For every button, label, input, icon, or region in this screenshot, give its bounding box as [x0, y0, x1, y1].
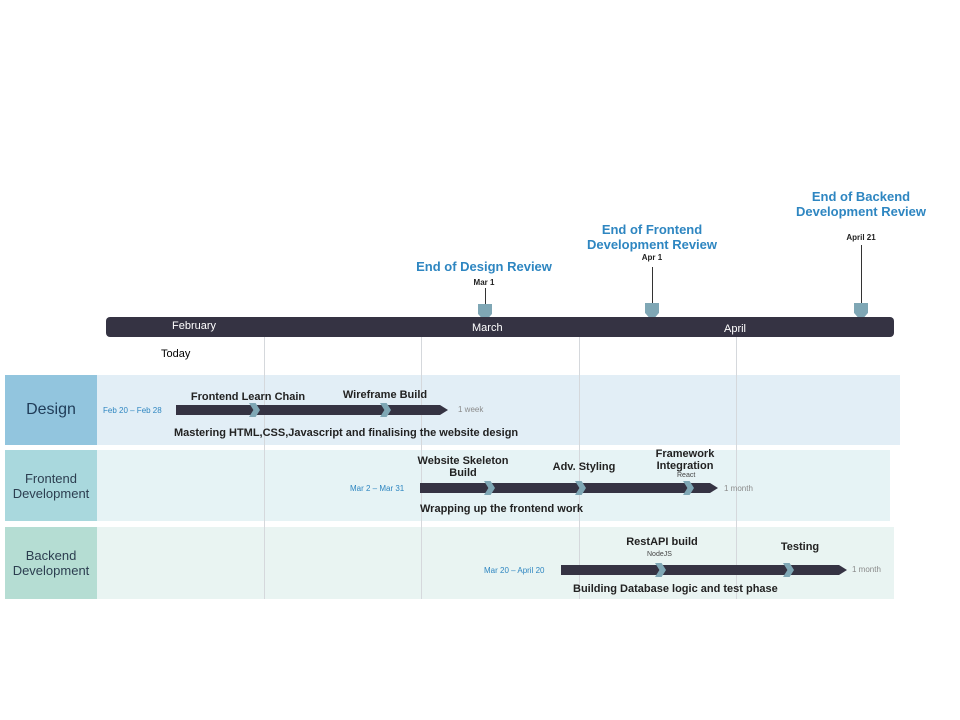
- milestone-title: End of Design Review: [416, 259, 552, 274]
- date-range: Mar 20 – April 20: [484, 566, 545, 575]
- row-description: Wrapping up the frontend work: [420, 503, 583, 515]
- task-label-line2: Integration: [656, 460, 714, 472]
- milestone-date: Apr 1: [641, 253, 663, 262]
- task-label-line1: Framework: [655, 448, 715, 460]
- chevron-marker-icon: [655, 563, 666, 577]
- task-label: RestAPI build: [626, 536, 698, 548]
- task-label-line1: Website Skeleton: [417, 455, 509, 467]
- milestone-title: End of Backend Development Review: [781, 189, 941, 219]
- duration-label: 1 month: [724, 484, 753, 493]
- row-background: [5, 527, 894, 599]
- chevron-marker-icon: [575, 481, 586, 495]
- milestone-title: End of Frontend Development Review: [572, 222, 732, 252]
- task-sublabel: NodeJS: [647, 551, 672, 558]
- row-label-line1: Backend: [25, 548, 77, 563]
- duration-label: 1 month: [852, 565, 881, 574]
- date-range: Feb 20 – Feb 28: [103, 406, 162, 415]
- task-label: Testing: [780, 541, 820, 553]
- row-description: Mastering HTML,CSS,Javascript and finali…: [174, 427, 519, 439]
- grid-line: [264, 337, 265, 599]
- milestone-title-line1: End of Frontend: [601, 222, 703, 237]
- task-label: Framework Integration: [625, 448, 745, 472]
- row-background: [5, 375, 900, 445]
- milestone-line: [861, 245, 862, 304]
- milestone-title-line1: End of Backend: [811, 189, 911, 204]
- grid-line: [579, 337, 580, 599]
- milestone-down-arrow-icon: [854, 303, 868, 321]
- task-label: Adv. Styling: [552, 461, 616, 473]
- date-range: Mar 2 – Mar 31: [350, 484, 405, 493]
- row-label-line2: Development: [12, 485, 90, 501]
- row-label: Backend Development: [5, 527, 97, 599]
- milestone-title-line2: Development Review: [586, 237, 718, 252]
- chevron-marker-icon: [683, 481, 694, 495]
- milestone-date: Mar 1: [473, 278, 495, 287]
- task-label: Frontend Learn Chain: [190, 391, 306, 403]
- month-label-april: April: [724, 323, 747, 335]
- duration-label: 1 week: [458, 405, 484, 414]
- task-bar: [420, 483, 718, 493]
- chevron-marker-icon: [484, 481, 495, 495]
- month-label-march: March: [472, 322, 503, 334]
- task-sublabel: React: [677, 472, 696, 479]
- task-label-line2: Build: [449, 467, 477, 479]
- milestone-line: [485, 288, 486, 306]
- today-label: Today: [161, 348, 191, 360]
- row-label-line2: Development: [12, 563, 90, 578]
- grid-line: [421, 337, 422, 599]
- task-bar: [176, 405, 448, 415]
- chevron-marker-icon: [380, 403, 391, 417]
- timeline-bar: February March April: [106, 317, 894, 337]
- chevron-marker-icon: [783, 563, 794, 577]
- milestone-date: April 21: [846, 233, 876, 242]
- milestone-down-arrow-icon: [645, 303, 659, 321]
- row-label: Design: [5, 375, 97, 445]
- grid-line: [736, 337, 737, 599]
- row-description: Building Database logic and test phase: [573, 583, 778, 595]
- milestone-title-line2: Development Review: [795, 204, 927, 219]
- task-label: Website Skeleton Build: [403, 455, 523, 479]
- task-label: Wireframe Build: [342, 389, 428, 401]
- chevron-marker-icon: [249, 403, 260, 417]
- milestone-line: [652, 267, 653, 304]
- task-bar: [561, 565, 847, 575]
- row-label: Frontend Development: [5, 450, 97, 521]
- row-label-line1: Frontend: [24, 470, 78, 486]
- month-label-february: February: [172, 320, 217, 332]
